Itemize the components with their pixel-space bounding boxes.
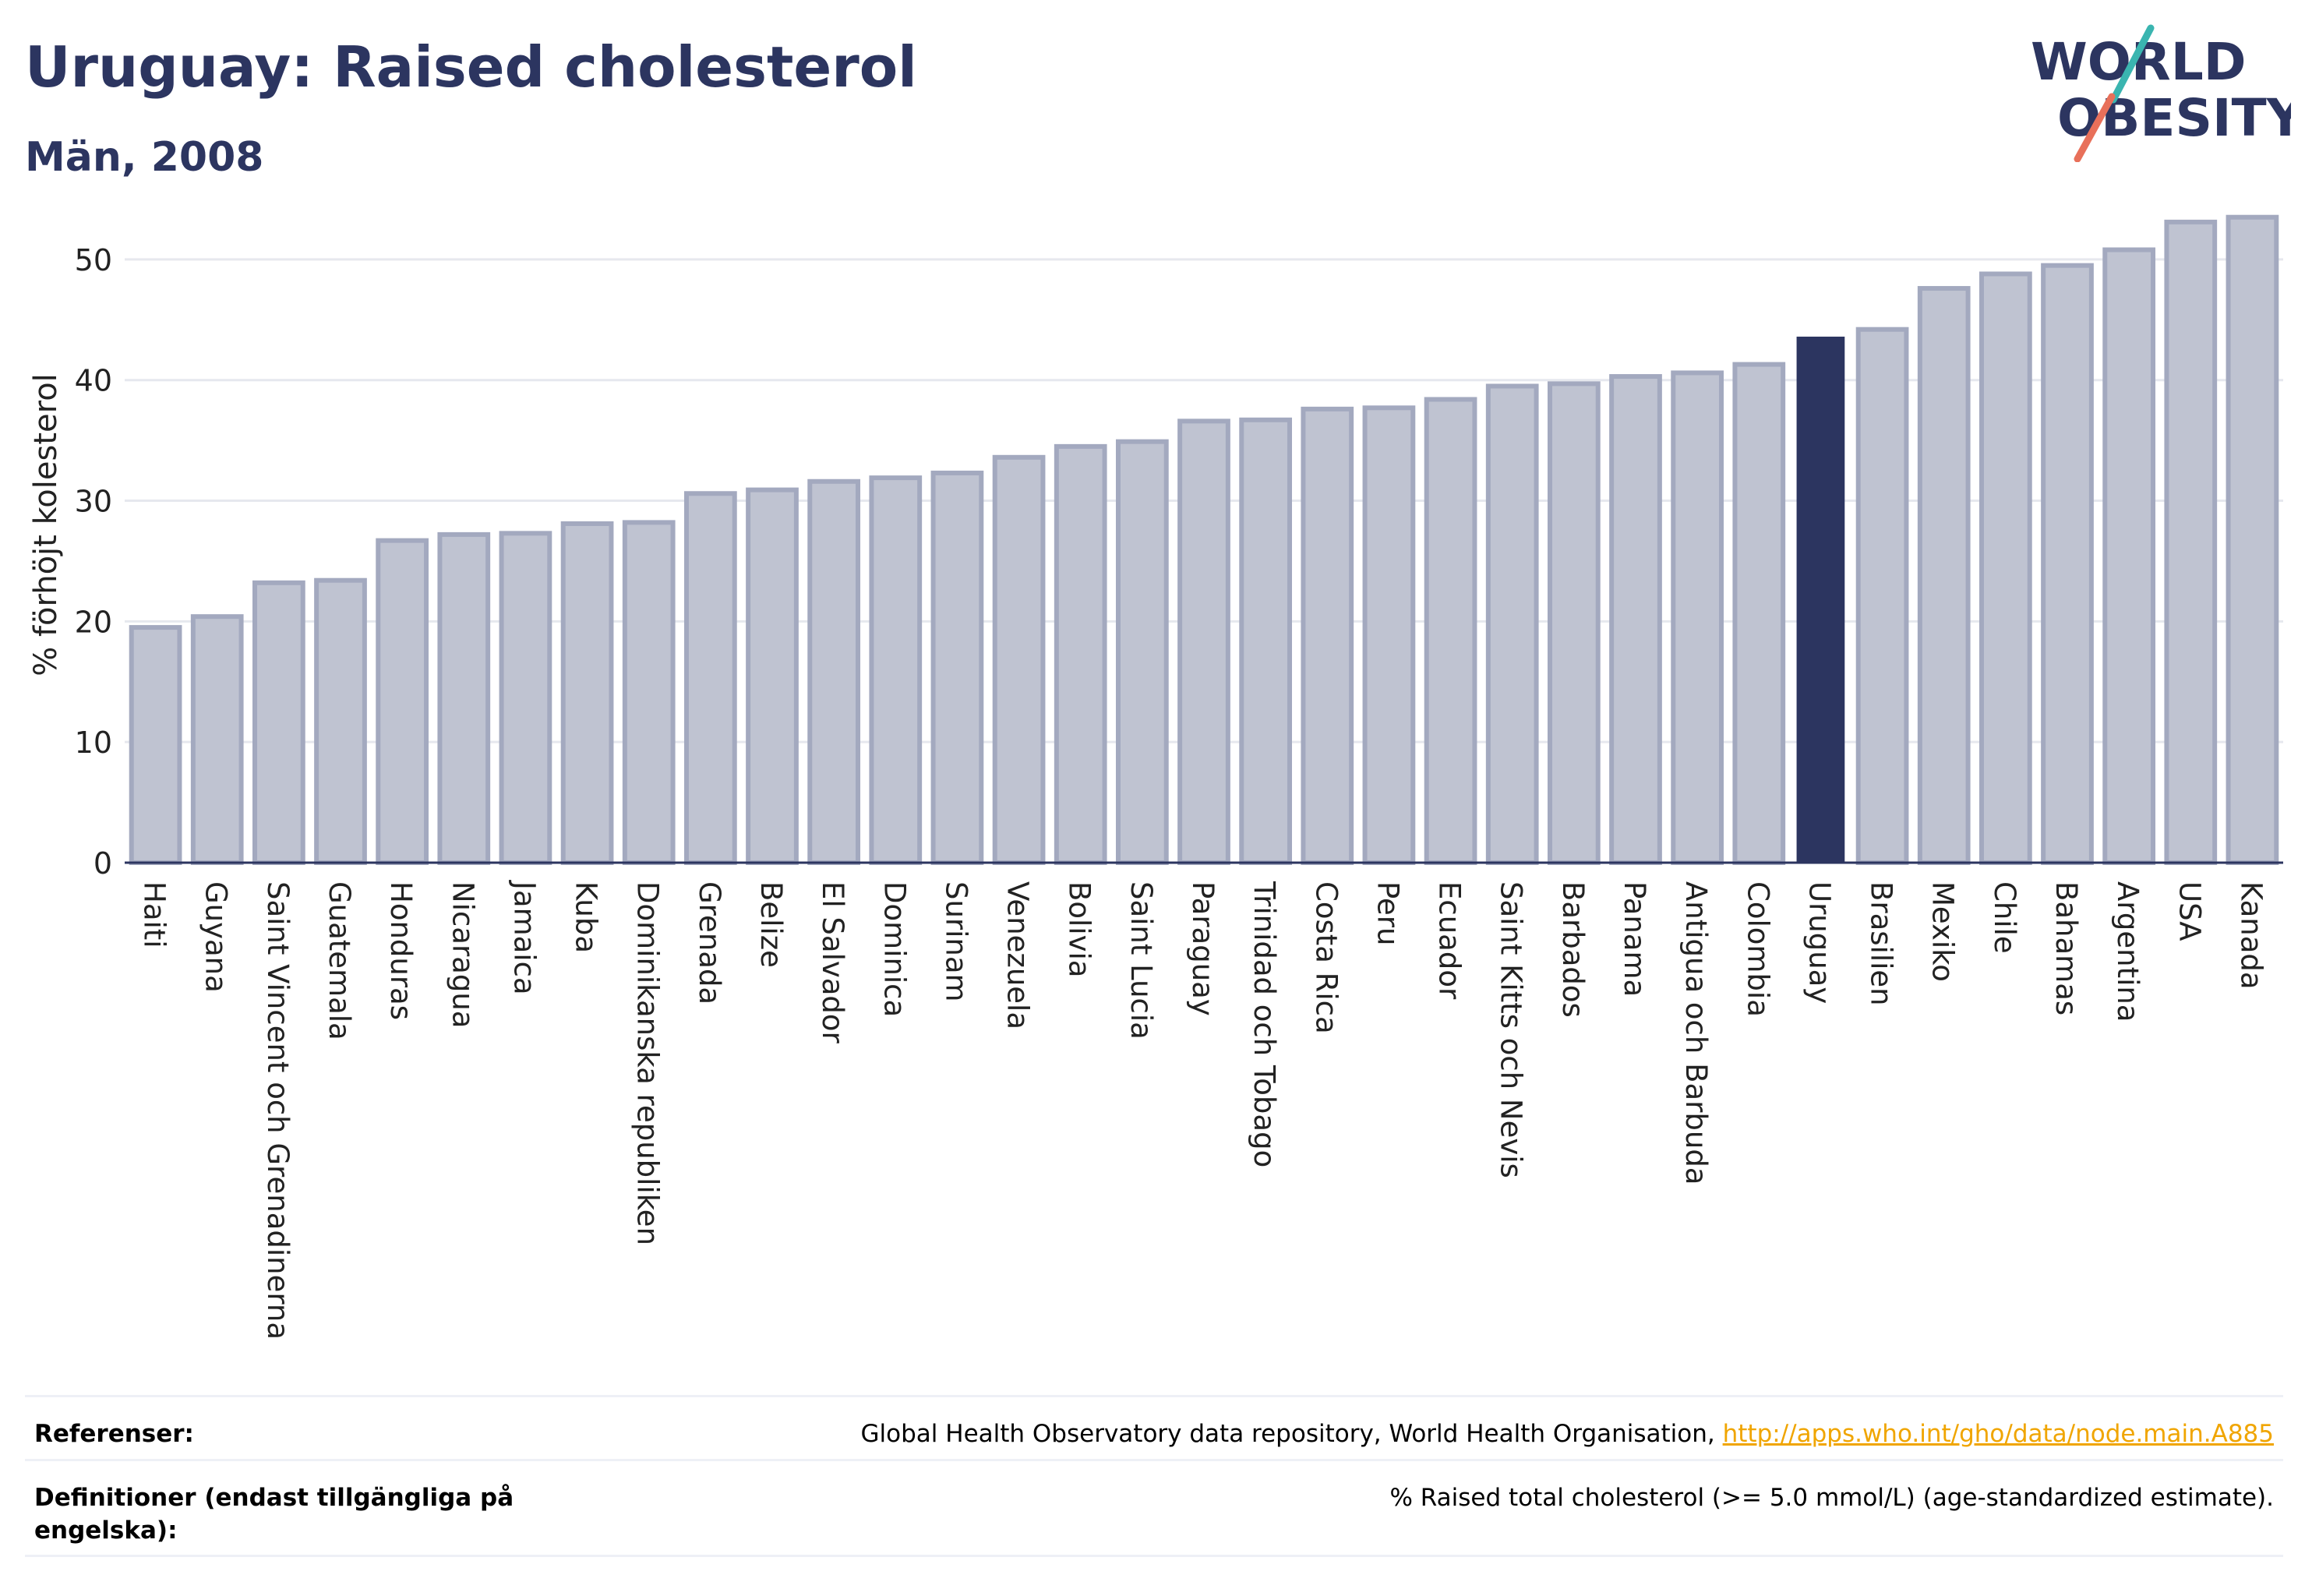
logo-slash-top bbox=[2109, 24, 2155, 104]
bars bbox=[129, 214, 2279, 866]
x-tick-label: Paraguay bbox=[1186, 881, 1220, 1016]
bar-el-salvador[interactable] bbox=[807, 478, 861, 865]
x-tick-label: Bolivia bbox=[1063, 881, 1096, 977]
bar-dominikanska-republiken[interactable] bbox=[622, 520, 676, 865]
chart-subtitle: Män, 2008 bbox=[25, 134, 264, 181]
x-tick-label: Peru bbox=[1371, 881, 1404, 945]
bar-chile[interactable] bbox=[1978, 271, 2032, 865]
bar-barbados[interactable] bbox=[1547, 381, 1601, 865]
bar-bahamas[interactable] bbox=[2041, 263, 2094, 866]
x-tick-label: Saint Lucia bbox=[1124, 881, 1158, 1040]
x-tick-label: Guatemala bbox=[323, 881, 356, 1040]
x-tick-label: Nicaragua bbox=[446, 881, 479, 1028]
y-tick-label: 50 bbox=[75, 243, 112, 277]
bar-kuba[interactable] bbox=[560, 521, 614, 865]
bar-peru[interactable] bbox=[1362, 405, 1416, 865]
bar-argentina[interactable] bbox=[2102, 247, 2156, 865]
x-tick-label: Antigua och Barbuda bbox=[1679, 881, 1713, 1185]
x-tick-label: Kanada bbox=[2234, 881, 2268, 990]
bar-ecuador[interactable] bbox=[1424, 397, 1477, 865]
y-tick-label: 20 bbox=[75, 605, 112, 639]
x-tick-label: Uruguay bbox=[1802, 881, 1836, 1004]
x-tick-label: Jamaica bbox=[507, 880, 541, 995]
x-tick-label: Panama bbox=[1618, 881, 1651, 997]
bar-uruguay[interactable] bbox=[1796, 336, 1845, 863]
x-tick-label: USA bbox=[2173, 881, 2206, 941]
y-tick-label: 30 bbox=[75, 485, 112, 519]
x-tick-label: Chile bbox=[1988, 881, 2021, 954]
bar-saint-vincent-och-grenadinerna[interactable] bbox=[252, 580, 305, 865]
references-text: Global Health Observatory data repositor… bbox=[860, 1420, 1715, 1448]
y-tick-label: 0 bbox=[94, 846, 112, 881]
x-tick-label: Surinam bbox=[939, 881, 972, 1002]
x-tick-label: Guyana bbox=[199, 881, 233, 993]
bar-dominica[interactable] bbox=[869, 475, 923, 865]
bar-guatemala[interactable] bbox=[314, 577, 367, 865]
bar-usa[interactable] bbox=[2164, 219, 2218, 866]
references-link[interactable]: http://apps.who.int/gho/data/node.main.A… bbox=[1722, 1420, 2274, 1448]
x-tick-label: Barbados bbox=[1556, 881, 1590, 1018]
x-tick-label: Saint Vincent och Grenadinerna bbox=[261, 881, 295, 1340]
definitions-label: Definitioner (endast tillgängliga på eng… bbox=[34, 1484, 514, 1545]
world-obesity-logo: WORLD OBESITY bbox=[2031, 24, 2291, 162]
logo-text-world: WORLD bbox=[2031, 32, 2247, 92]
x-tick-label: Bahamas bbox=[2049, 881, 2083, 1015]
bar-antigua-och-barbuda[interactable] bbox=[1671, 370, 1724, 865]
x-tick-label: Trinidad och Tobago bbox=[1248, 881, 1281, 1167]
bar-chart: 0 10 20 30 40 50 Haiti Guyana Saint Vincent och … bbox=[28, 214, 2283, 1340]
references-label: Referenser: bbox=[34, 1420, 194, 1448]
bar-haiti[interactable] bbox=[129, 625, 182, 865]
bar-grenada[interactable] bbox=[683, 491, 737, 865]
x-tick-label: Mexiko bbox=[1926, 881, 1960, 982]
bar-panama[interactable] bbox=[1609, 374, 1662, 865]
bar-bolivia[interactable] bbox=[1054, 443, 1107, 865]
y-tick-label: 40 bbox=[75, 364, 112, 398]
axes: 0 10 20 30 40 50 Haiti Guyana Saint Vincent och … bbox=[75, 243, 2283, 1340]
bar-nicaragua[interactable] bbox=[437, 531, 491, 866]
references-table: Referenser: Global Health Observatory da… bbox=[25, 1395, 2283, 1557]
x-tick-label: Ecuador bbox=[1433, 881, 1467, 1000]
bar-kanada[interactable] bbox=[2226, 214, 2279, 865]
bar-trinidad-och-tobago[interactable] bbox=[1239, 417, 1293, 865]
x-tick-label: Grenada bbox=[693, 881, 726, 1005]
bar-colombia[interactable] bbox=[1732, 362, 1786, 865]
bar-saint-lucia[interactable] bbox=[1115, 439, 1169, 865]
chart-title: Uruguay: Raised cholesterol bbox=[25, 34, 917, 100]
bar-venezuela[interactable] bbox=[992, 454, 1046, 865]
bar-guyana[interactable] bbox=[190, 614, 244, 866]
logo-slash-bottom bbox=[2074, 93, 2116, 162]
definitions-text: % Raised total cholesterol (>= 5.0 mmol/… bbox=[1389, 1484, 2274, 1512]
bar-costa-rica[interactable] bbox=[1301, 406, 1354, 865]
bar-honduras[interactable] bbox=[376, 538, 429, 865]
references-value: Global Health Observatory data repositor… bbox=[861, 1418, 2274, 1450]
y-axis-title: % förhöjt kolesterol bbox=[28, 373, 64, 676]
x-tick-label: Honduras bbox=[384, 881, 418, 1020]
references-row: Referenser: Global Health Observatory da… bbox=[25, 1395, 2283, 1459]
x-tick-label: Belize bbox=[754, 881, 788, 968]
x-tick-label: El Salvador bbox=[816, 881, 849, 1044]
bar-surinam[interactable] bbox=[930, 470, 984, 865]
definitions-row: Definitioner (endast tillgängliga på eng… bbox=[25, 1459, 2283, 1557]
x-tick-label: Kuba bbox=[570, 881, 603, 953]
x-tick-label: Brasilien bbox=[1865, 881, 1898, 1006]
bar-brasilien[interactable] bbox=[1855, 327, 1909, 866]
bar-jamaica[interactable] bbox=[499, 531, 552, 866]
x-tick-label: Dominikanska republiken bbox=[631, 881, 665, 1245]
bar-saint-kitts-och-nevis[interactable] bbox=[1485, 383, 1539, 865]
x-tick-label: Costa Rica bbox=[1309, 881, 1343, 1034]
x-tick-label: Dominica bbox=[877, 881, 911, 1017]
x-tick-label: Colombia bbox=[1741, 881, 1774, 1017]
x-tick-label: Haiti bbox=[138, 881, 171, 948]
x-tick-label: Venezuela bbox=[1001, 881, 1035, 1029]
bar-mexiko[interactable] bbox=[1917, 286, 1971, 865]
x-tick-label: Argentina bbox=[2111, 881, 2144, 1022]
x-tick-label: Saint Kitts och Nevis bbox=[1495, 881, 1528, 1178]
bar-belize[interactable] bbox=[746, 487, 799, 866]
bar-paraguay[interactable] bbox=[1177, 418, 1230, 865]
y-tick-label: 10 bbox=[75, 726, 112, 760]
